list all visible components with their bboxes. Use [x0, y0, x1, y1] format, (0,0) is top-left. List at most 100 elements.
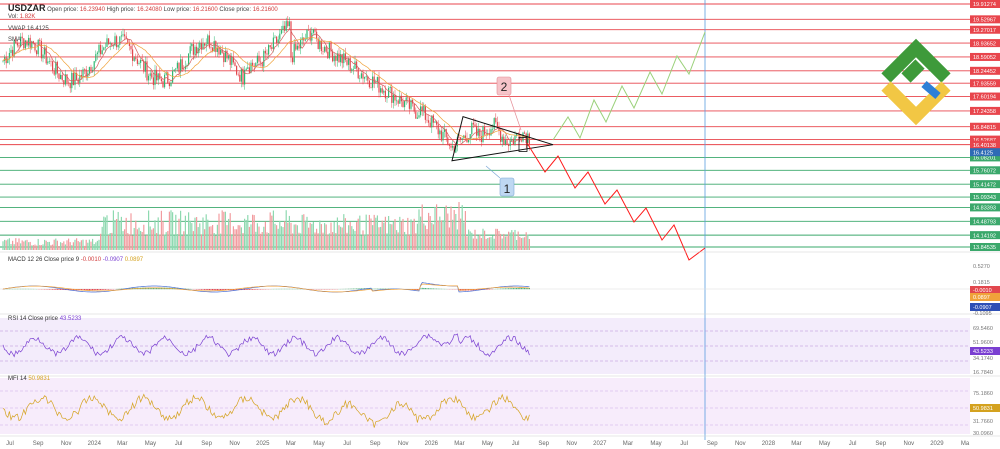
volume-bar — [391, 224, 393, 250]
macd-hist-bar — [416, 289, 418, 290]
triangle-pattern — [451, 116, 554, 162]
high-value: 16.24080 — [136, 7, 162, 13]
x-tick-label: Mar — [623, 441, 633, 447]
volume-bar — [112, 210, 114, 250]
volume-bar — [236, 229, 238, 250]
candle — [436, 121, 438, 125]
x-tick-label: Sep — [538, 441, 549, 447]
candle — [24, 40, 26, 49]
macd-hist-bar — [429, 288, 431, 290]
candle — [464, 135, 466, 139]
macd-hist-bar — [216, 289, 218, 291]
volume-bar — [408, 235, 410, 250]
macd-value-tag — [970, 303, 1000, 311]
candle — [176, 62, 178, 69]
candle — [268, 45, 270, 55]
volume-bar — [23, 241, 25, 250]
candle — [36, 50, 38, 55]
volume-bar — [512, 232, 514, 250]
macd-hist-bar — [149, 287, 151, 290]
volume-bar — [344, 218, 346, 250]
volume-bar — [181, 235, 183, 250]
volume-bar — [498, 230, 500, 250]
volume-bar — [258, 226, 260, 250]
macd-hist-bar — [528, 287, 530, 290]
mfi-value: 50.9831 — [28, 376, 51, 382]
rsi-axis-label: 43.5233 — [973, 349, 993, 355]
macd-hist-bar — [500, 288, 502, 290]
macd-hist-bar — [50, 289, 52, 290]
candle — [322, 51, 324, 52]
macd-axis-label: 0.1815 — [973, 280, 990, 286]
candle — [506, 140, 508, 145]
resistance-price-tag — [970, 15, 1000, 24]
volume-label: Vol: — [8, 14, 19, 20]
candle — [316, 31, 318, 39]
candle — [516, 132, 518, 137]
candle — [138, 62, 140, 64]
candle — [31, 41, 33, 48]
volume-bar — [437, 220, 439, 250]
volume-bar — [320, 224, 322, 250]
volume-bar — [42, 244, 44, 250]
vwap-header: VWAP 16.4125 — [8, 26, 49, 32]
macd-hist-bar — [157, 287, 159, 290]
macd-hist-bar — [215, 289, 217, 291]
candle — [319, 40, 321, 50]
macd-hist-bar — [95, 289, 97, 291]
macd-hist-bar — [381, 288, 383, 290]
bullish-projection-path — [552, 31, 706, 141]
candle — [404, 101, 406, 108]
candle — [359, 78, 361, 79]
support-price-tag — [970, 231, 1000, 240]
volume-bar — [264, 221, 266, 250]
volume-bar — [352, 229, 354, 250]
volume-bar — [511, 230, 513, 250]
macd-hist-bar — [52, 289, 54, 290]
candle — [440, 130, 442, 141]
macd-hist-bar — [100, 289, 102, 290]
macd-hist-bar — [517, 287, 519, 290]
rsi-label: RSI 14 Close price — [8, 316, 59, 322]
resistance-price-label: 17.93559 — [973, 81, 996, 87]
volume-bar — [156, 233, 158, 250]
volume-bar — [348, 225, 350, 250]
volume-value: 1.82K — [19, 14, 36, 20]
macd-hist-bar — [128, 288, 130, 290]
candle — [74, 72, 76, 86]
volume-bar — [370, 218, 372, 250]
candle — [484, 126, 486, 135]
candle — [314, 29, 316, 32]
mfi-axis-label: 31.7660 — [973, 419, 993, 425]
candle — [426, 119, 428, 121]
candle — [72, 72, 74, 86]
volume-bar — [20, 243, 22, 250]
candle — [252, 62, 254, 66]
resistance-price-label: 17.24358 — [973, 109, 996, 115]
candle — [108, 38, 110, 45]
volume-bar — [396, 230, 398, 250]
macd-hist-bar — [527, 287, 529, 290]
volume-bar — [56, 240, 58, 250]
candle — [218, 47, 220, 55]
candle — [162, 81, 164, 88]
candle — [452, 146, 454, 148]
volume-bar — [140, 230, 142, 250]
high-label: High price: — [106, 7, 136, 13]
candle — [100, 44, 102, 55]
volume-bar — [76, 238, 78, 250]
candle — [496, 122, 498, 128]
candle — [84, 69, 86, 70]
candle — [354, 61, 356, 69]
candle — [127, 38, 129, 43]
candle — [205, 44, 207, 46]
candle — [16, 43, 18, 46]
candle — [197, 47, 199, 54]
macd-hist-bar — [503, 288, 505, 290]
volume-bar — [480, 238, 482, 250]
candle — [144, 61, 146, 72]
volume-bar — [415, 233, 417, 250]
candle — [56, 61, 58, 74]
macd-hist-bar — [55, 289, 57, 290]
